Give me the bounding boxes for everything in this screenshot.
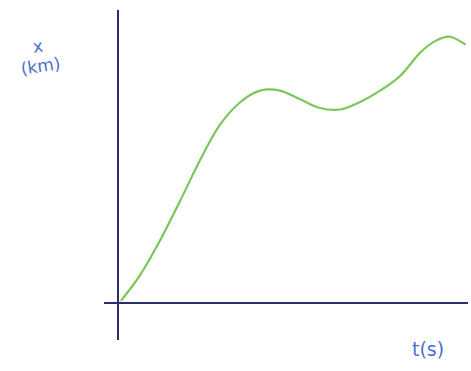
y-axis: [117, 10, 119, 340]
x-axis: [104, 302, 468, 304]
position-curve: [122, 37, 465, 300]
plot-area: [122, 37, 465, 300]
x-axis-title: t(s): [412, 338, 444, 360]
y-axis-title: x(km): [17, 33, 62, 78]
chart: x(km) t(s): [0, 0, 471, 371]
